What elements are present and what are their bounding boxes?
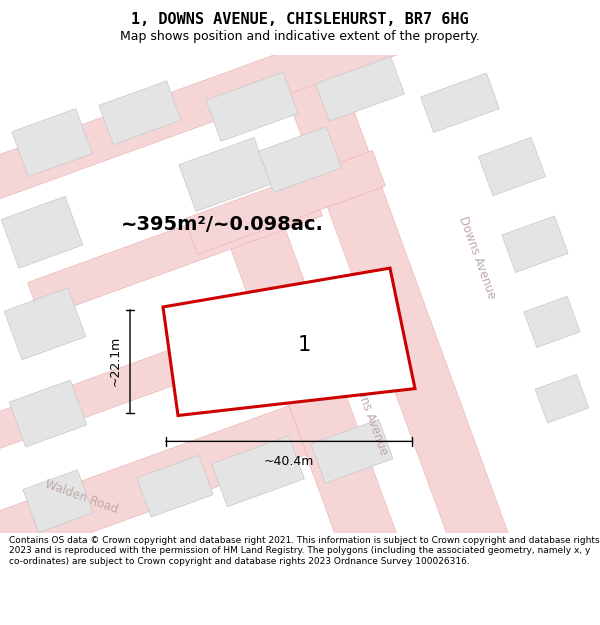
Polygon shape <box>316 56 404 121</box>
Polygon shape <box>0 406 307 591</box>
Polygon shape <box>28 181 322 318</box>
Polygon shape <box>227 219 453 625</box>
Polygon shape <box>9 380 87 447</box>
Polygon shape <box>311 419 393 483</box>
Text: Downs Avenue: Downs Avenue <box>348 371 390 457</box>
Text: ~22.1m: ~22.1m <box>109 336 122 386</box>
Text: Downs Avenue: Downs Avenue <box>456 215 498 301</box>
Polygon shape <box>259 127 341 192</box>
Polygon shape <box>4 288 86 360</box>
Polygon shape <box>1 196 83 268</box>
Polygon shape <box>0 0 509 219</box>
Text: Walden Road: Walden Road <box>43 478 119 516</box>
Polygon shape <box>212 436 304 507</box>
Polygon shape <box>421 73 499 132</box>
Text: 1: 1 <box>298 335 311 355</box>
Polygon shape <box>12 109 92 177</box>
Polygon shape <box>185 151 385 254</box>
Polygon shape <box>99 81 181 144</box>
Text: ~395m²/~0.098ac.: ~395m²/~0.098ac. <box>121 215 323 234</box>
Polygon shape <box>206 72 298 141</box>
Polygon shape <box>479 138 545 196</box>
Polygon shape <box>137 455 213 517</box>
Polygon shape <box>179 138 271 211</box>
Text: Map shows position and indicative extent of the property.: Map shows position and indicative extent… <box>120 30 480 43</box>
Polygon shape <box>235 0 545 625</box>
Text: 1, DOWNS AVENUE, CHISLEHURST, BR7 6HG: 1, DOWNS AVENUE, CHISLEHURST, BR7 6HG <box>131 12 469 27</box>
Polygon shape <box>535 374 589 423</box>
Polygon shape <box>163 268 415 416</box>
Polygon shape <box>524 296 580 348</box>
Text: Contains OS data © Crown copyright and database right 2021. This information is : Contains OS data © Crown copyright and d… <box>9 536 599 566</box>
Polygon shape <box>23 470 93 532</box>
Polygon shape <box>502 216 568 272</box>
Polygon shape <box>0 334 223 452</box>
Text: ~40.4m: ~40.4m <box>264 455 314 468</box>
